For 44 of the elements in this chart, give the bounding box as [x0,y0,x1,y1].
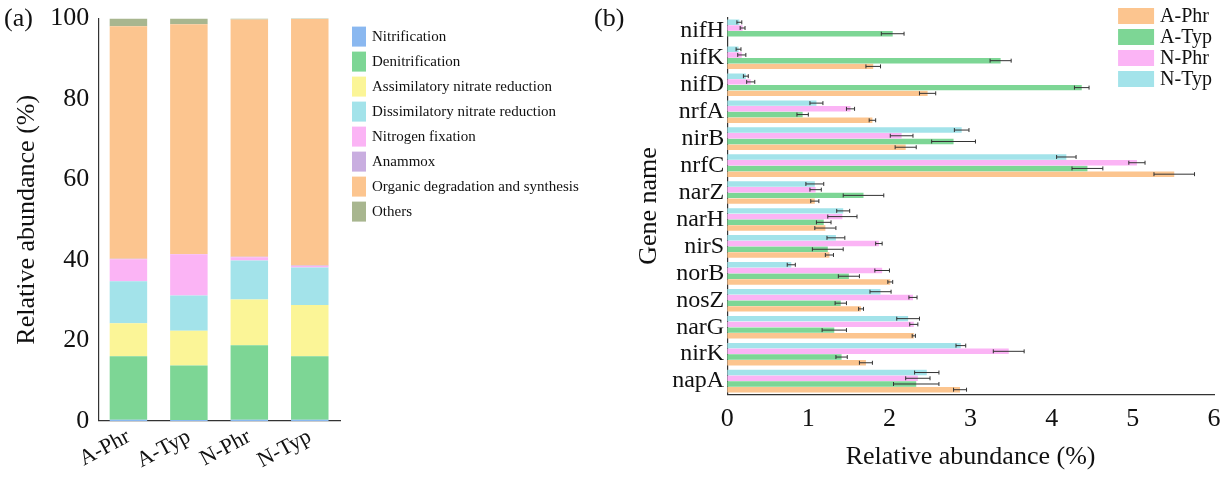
y-tick-label: narZ [678,177,725,204]
x-tick-label: 1 [801,403,815,433]
x-tick-label: 2 [882,403,896,433]
y-tick-label: 80 [63,82,90,112]
legend-label: Dissimilatory nitrate reduction [372,103,557,120]
legend-label: A-Typ [1160,24,1213,48]
y-tick-label: narG [676,312,725,339]
x-tick-label: N-Phr [195,422,255,471]
y-axis-title: Gene name [633,147,663,265]
y-tick-label: nirK [680,339,725,366]
legend-label: A-Phr [1160,3,1210,26]
legend-label: N-Typ [1160,66,1213,90]
y-tick-label: 20 [63,324,90,354]
y-axis-title: Relative abundance (%) [11,94,41,345]
y-tick-label: nifH [680,16,725,43]
legend-label: Anammox [372,153,436,170]
x-tick-label: N-Typ [252,422,315,472]
y-tick-label: nifK [680,43,725,70]
y-tick-label: nrfA [678,97,725,123]
y-tick-label: norB [676,258,725,285]
x-tick-label: 6 [1207,403,1221,433]
legend-label: Denitrification [372,53,461,70]
y-tick-label: 100 [50,2,90,32]
y-tick-label: nifD [680,70,725,97]
y-tick-label: nirS [684,231,725,258]
legend-label: Nitrification [372,28,447,45]
y-tick-label: 60 [63,163,90,193]
y-tick-label: 40 [63,243,90,273]
y-tick-label: narH [676,204,725,231]
y-tick-label: nirB [681,123,725,150]
legend-label: Others [372,203,413,220]
x-tick-label: 3 [964,403,978,433]
y-tick-label: napA [672,366,725,393]
chart-title: (a) [4,2,33,32]
x-tick-label: 5 [1126,403,1140,433]
x-tick-label: A-Typ [131,422,194,472]
y-tick-label: nrfC [680,150,725,177]
y-tick-label: nosZ [676,285,725,312]
chart-title: (b) [594,2,625,32]
x-tick-label: 4 [1045,403,1059,433]
legend-label: Nitrogen fixation [372,128,477,145]
legend-label: Organic degradation and synthesis [372,178,579,195]
x-axis-title: Relative abundance (%) [845,441,1096,471]
legend-label: Assimilatory nitrate reduction [372,78,553,95]
